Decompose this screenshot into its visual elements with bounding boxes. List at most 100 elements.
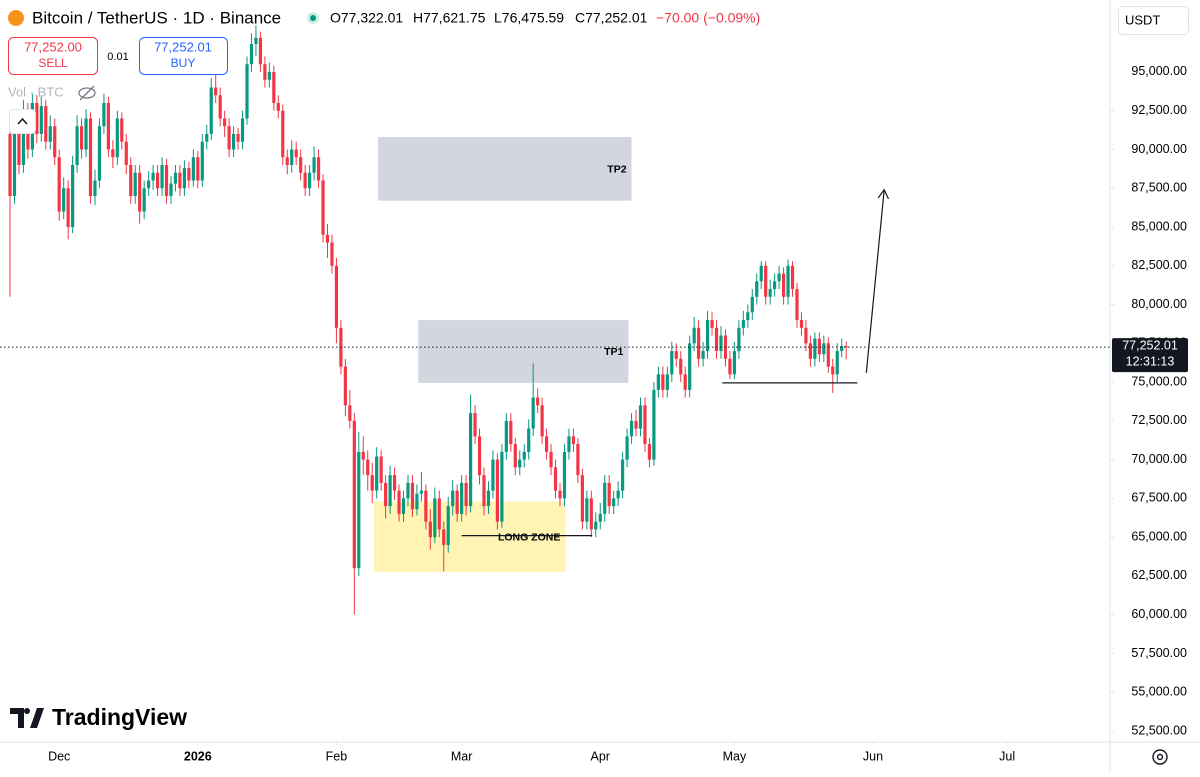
candle-body — [491, 459, 495, 491]
x-tick-label: Feb — [326, 749, 348, 763]
candle-body — [205, 133, 209, 142]
candle-body — [187, 168, 191, 181]
candle-body — [518, 459, 522, 468]
countdown: 12:31:13 — [1126, 354, 1175, 368]
candle-body — [799, 320, 804, 328]
candle-body — [102, 102, 106, 127]
hide-icon[interactable] — [78, 85, 96, 101]
candle-body — [397, 490, 401, 514]
candle-body — [656, 374, 660, 390]
candle-body — [281, 110, 285, 158]
candle-body — [616, 490, 620, 499]
candle-body — [249, 44, 254, 65]
candle-body — [330, 242, 334, 266]
candle-body — [124, 141, 128, 165]
candle-body — [652, 389, 656, 460]
candle-body — [334, 265, 339, 328]
y-tick-label: 67,500.00 — [1131, 491, 1187, 505]
candle-body — [142, 188, 146, 212]
candle-body — [504, 420, 508, 452]
y-tick-label: 90,000.00 — [1131, 142, 1187, 156]
candle-body — [482, 475, 486, 507]
candle-body — [527, 428, 531, 452]
symbol-title[interactable]: Bitcoin / TetherUS · 1D · Binance — [32, 8, 281, 27]
candle-body — [361, 451, 365, 460]
candle-body — [773, 281, 777, 290]
candle-body — [294, 149, 298, 158]
candle-body — [629, 420, 634, 437]
candle-body — [71, 164, 75, 228]
candle-body — [576, 444, 580, 476]
zone — [378, 137, 632, 201]
candle-body — [312, 157, 316, 173]
candle-body — [714, 327, 719, 352]
candle-body — [39, 106, 43, 134]
price-tag-label: 77,252.01 — [1122, 338, 1178, 352]
candle-body — [795, 289, 799, 321]
candle-body — [200, 141, 204, 181]
candle-body — [531, 397, 535, 429]
candle-body — [147, 180, 151, 189]
candle-body — [670, 351, 674, 375]
candle-body — [746, 312, 750, 321]
ohlc-close: C77,252.01 — [575, 10, 648, 26]
candle-body — [352, 420, 356, 569]
candle-body — [710, 320, 714, 328]
zone-label: LONG ZONE — [498, 532, 560, 544]
candle-body — [580, 475, 584, 522]
candle-body — [75, 126, 79, 165]
settings-icon[interactable] — [1152, 749, 1168, 765]
y-tick-label: 85,000.00 — [1131, 219, 1187, 233]
candle-body — [272, 71, 276, 103]
candle-body — [831, 366, 835, 375]
candle-body — [737, 327, 741, 352]
ohlc-change: −70.00 (−0.09%) — [656, 10, 760, 26]
candle-body — [513, 444, 517, 468]
candle-body — [665, 374, 669, 390]
candle-body — [218, 95, 222, 119]
candle-body — [308, 172, 312, 189]
candle-body — [240, 118, 245, 142]
buy-button[interactable] — [139, 37, 228, 75]
candle-body — [424, 490, 428, 522]
candle-body — [316, 157, 321, 181]
candle-body — [661, 374, 665, 390]
candle-body — [679, 358, 683, 375]
candle-body — [325, 234, 330, 243]
candle-body — [536, 397, 540, 406]
candle-body — [638, 405, 643, 429]
sell-button[interactable] — [8, 37, 98, 75]
candle-body — [214, 87, 218, 96]
coin-icon — [8, 10, 24, 26]
collapse-button[interactable] — [9, 109, 36, 134]
candle-body — [544, 436, 549, 452]
candle-body — [781, 273, 786, 297]
candle-body — [442, 529, 446, 545]
candle-body — [562, 451, 567, 499]
candle-body — [410, 482, 415, 510]
candle-body — [151, 172, 155, 181]
candle-body — [701, 351, 705, 359]
candle-body — [366, 459, 370, 476]
candle-body — [647, 444, 652, 460]
candle-body — [267, 71, 271, 80]
candle-body — [35, 102, 39, 134]
candle-body — [840, 346, 844, 352]
y-tick-label: 52,500.00 — [1131, 723, 1187, 737]
currency-button[interactable] — [1118, 6, 1189, 35]
candle-body — [62, 188, 66, 212]
candle-body — [106, 102, 110, 150]
candle-body — [48, 126, 52, 142]
candle-body — [299, 157, 303, 173]
candle-body — [236, 133, 240, 142]
candle-body — [169, 183, 173, 197]
candle-body — [495, 459, 500, 522]
candle-body — [164, 164, 169, 197]
y-tick-label: 92,500.00 — [1131, 103, 1187, 117]
candle-body — [223, 118, 227, 127]
candle-body — [522, 451, 526, 460]
candle-body — [460, 482, 464, 514]
candle-body — [196, 157, 200, 181]
